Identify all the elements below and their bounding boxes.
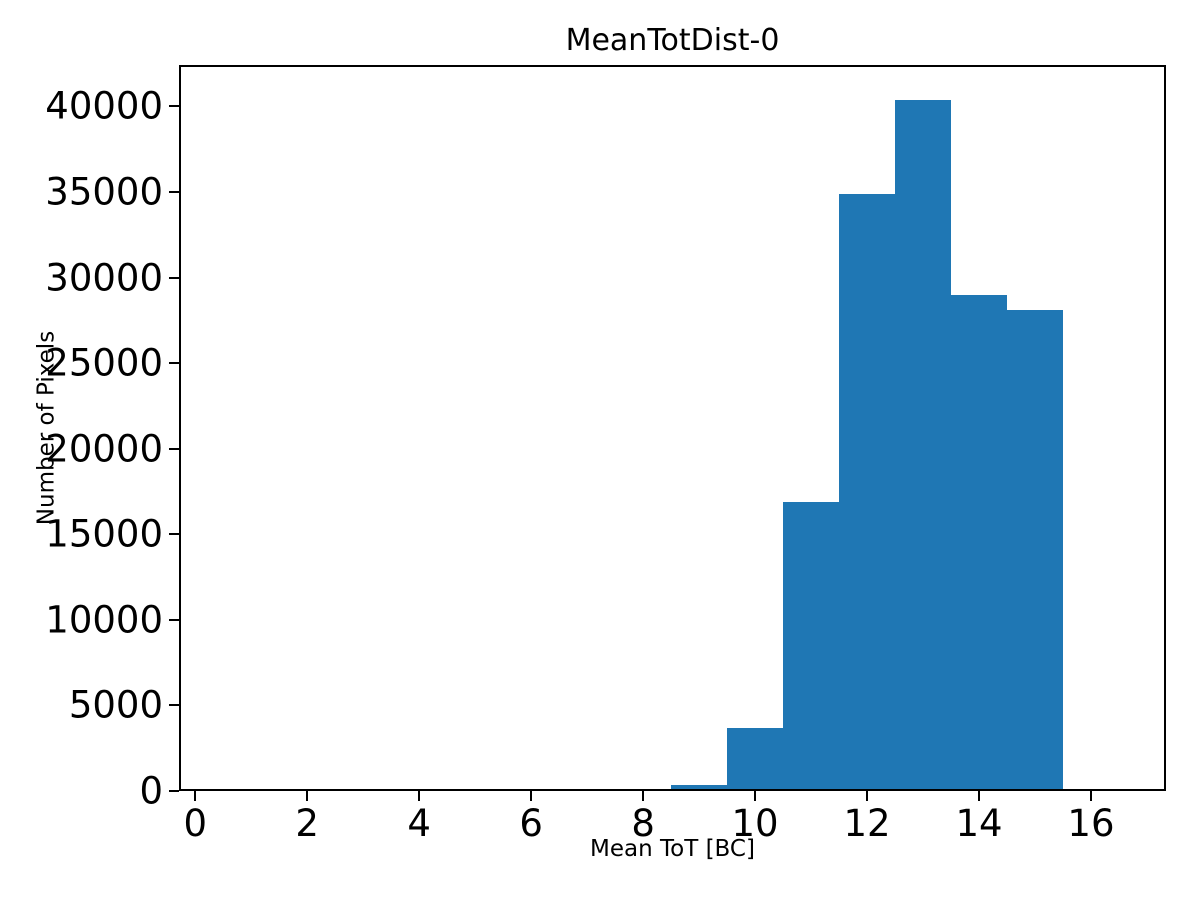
y-tick-mark xyxy=(169,105,179,108)
x-tick-mark xyxy=(1089,791,1092,801)
y-tick-label: 35000 xyxy=(45,170,163,214)
histogram-bar xyxy=(951,294,1007,791)
x-tick-mark xyxy=(306,791,309,801)
histogram-bar xyxy=(671,785,728,791)
histogram-bar xyxy=(839,193,896,791)
y-tick-mark xyxy=(169,704,179,707)
x-tick-label: 16 xyxy=(1067,802,1115,845)
histogram-bar xyxy=(783,501,840,791)
x-tick-mark xyxy=(866,791,869,801)
x-tick-label: 8 xyxy=(631,802,655,845)
x-tick-mark xyxy=(418,791,421,801)
x-axis-label: Mean ToT [BC] xyxy=(590,836,755,862)
y-tick-label: 25000 xyxy=(45,341,163,385)
chart-title: MeanTotDist-0 xyxy=(565,23,780,58)
y-tick-label: 40000 xyxy=(45,84,163,128)
y-tick-mark xyxy=(169,447,179,450)
y-tick-mark xyxy=(169,190,179,193)
y-tick-label: 20000 xyxy=(45,427,163,471)
y-tick-mark xyxy=(169,618,179,621)
y-tick-mark xyxy=(169,533,179,536)
y-tick-label: 5000 xyxy=(68,683,163,727)
y-tick-label: 10000 xyxy=(45,598,163,642)
x-tick-mark xyxy=(754,791,757,801)
histogram-bar xyxy=(727,727,784,791)
x-tick-label: 12 xyxy=(843,802,891,845)
x-tick-label: 14 xyxy=(955,802,1003,845)
y-tick-mark xyxy=(169,362,179,365)
plot-area: 0 2 4 6 8 10 12 14 16 0 5000 10000 15000 20000 25000 30… xyxy=(45,65,1166,842)
x-tick-label: 2 xyxy=(295,802,319,845)
histogram-bar xyxy=(895,99,951,791)
y-tick-label: 0 xyxy=(139,769,163,813)
x-tick-label: 10 xyxy=(731,802,779,845)
x-tick-label: 6 xyxy=(519,802,543,845)
x-tick-label: 0 xyxy=(183,802,208,845)
x-tick-label: 4 xyxy=(407,802,431,845)
x-tick-mark xyxy=(530,791,533,801)
histogram-bar xyxy=(1007,310,1063,791)
y-tick-label: 15000 xyxy=(45,512,163,556)
y-axis-label: Number of Pixels xyxy=(33,330,60,526)
x-tick-mark xyxy=(978,791,980,801)
x-tick-mark xyxy=(642,791,645,801)
y-tick-label: 30000 xyxy=(45,256,163,300)
x-tick-mark xyxy=(194,791,197,801)
y-tick-mark xyxy=(169,790,179,792)
y-tick-mark xyxy=(169,276,179,279)
